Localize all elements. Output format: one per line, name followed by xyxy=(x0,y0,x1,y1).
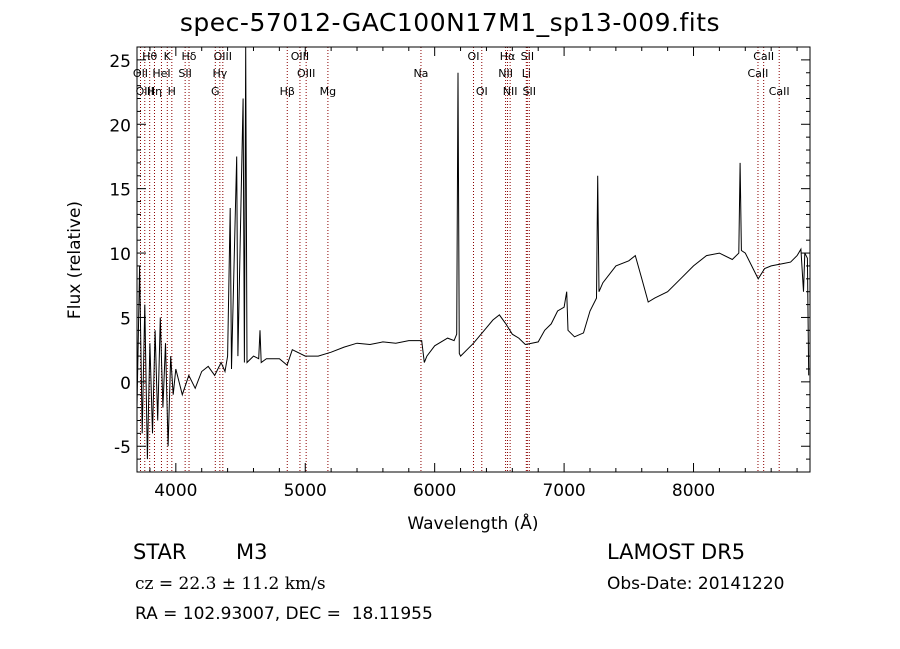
y-tick-label: 5 xyxy=(120,309,131,329)
line-marker-label: H xyxy=(168,85,176,98)
line-marker-label: OIII xyxy=(291,50,309,63)
object-class: STAR xyxy=(133,540,187,564)
line-marker-label: Hγ xyxy=(212,67,227,80)
line-marker-label: Hδ xyxy=(182,50,197,63)
y-tick-label: 15 xyxy=(109,181,131,201)
line-marker-label: HeI xyxy=(152,67,170,80)
coordinates: RA = 102.93007, DEC = 18.11955 xyxy=(135,604,433,624)
line-marker-label: OIII xyxy=(297,67,315,80)
line-marker-label: Hα xyxy=(500,50,516,63)
line-marker-label: SII xyxy=(523,85,536,98)
y-tick-label: 25 xyxy=(109,52,131,72)
line-marker-label: CaII xyxy=(748,67,769,80)
spectrum-series xyxy=(136,46,810,460)
y-tick-label: -5 xyxy=(114,438,131,458)
x-tick-label: 6000 xyxy=(413,481,456,501)
line-marker-label: Hη xyxy=(147,85,162,98)
line-marker-label: G xyxy=(211,85,220,98)
obs-date: Obs-Date: 20141220 xyxy=(607,574,785,594)
x-tick-label: 5000 xyxy=(284,481,327,501)
line-marker-label: OIII xyxy=(214,50,232,63)
line-marker-label: SII xyxy=(178,67,191,80)
x-tick-label: 4000 xyxy=(154,481,197,501)
line-marker-label: Na xyxy=(413,67,428,80)
line-marker-label: OII xyxy=(133,67,148,80)
y-tick-label: 10 xyxy=(109,245,131,265)
line-marker-label: OIII xyxy=(136,85,154,98)
line-marker-label: OI xyxy=(476,85,488,98)
survey-name: LAMOST DR5 xyxy=(607,540,746,564)
line-marker-label: Hβ xyxy=(280,85,295,98)
y-tick-label: 20 xyxy=(109,116,131,136)
plot-frame xyxy=(136,46,811,473)
line-marker-label: K xyxy=(164,50,172,63)
y-tick-label: 0 xyxy=(120,374,131,394)
y-axis-label: Flux (relative) xyxy=(65,201,85,319)
object-subclass: M3 xyxy=(236,540,268,564)
redshift-cz: cz = 22.3 ± 11.2 km/s xyxy=(135,574,326,594)
x-axis-label: Wavelength (Å) xyxy=(407,512,538,534)
line-marker-label: Li xyxy=(522,67,531,80)
line-marker-label: Mg xyxy=(320,85,336,98)
chart-title: spec-57012-GAC100N17M1_sp13-009.fits xyxy=(179,8,721,37)
line-marker-label: SII xyxy=(521,50,534,63)
line-marker-label: NII xyxy=(498,67,513,80)
x-tick-label: 7000 xyxy=(542,481,585,501)
axis-ticks: 4000 5000 6000 7000 8000 -5 0 5 10 15 20 25 xyxy=(109,46,810,501)
spectrum-line xyxy=(136,46,810,460)
line-marker-label: NII xyxy=(503,85,518,98)
line-marker-label: CaII xyxy=(753,50,774,63)
line-marker-label: OI xyxy=(468,50,480,63)
x-tick-label: 8000 xyxy=(672,481,715,501)
line-marker-label: CaII xyxy=(769,85,790,98)
